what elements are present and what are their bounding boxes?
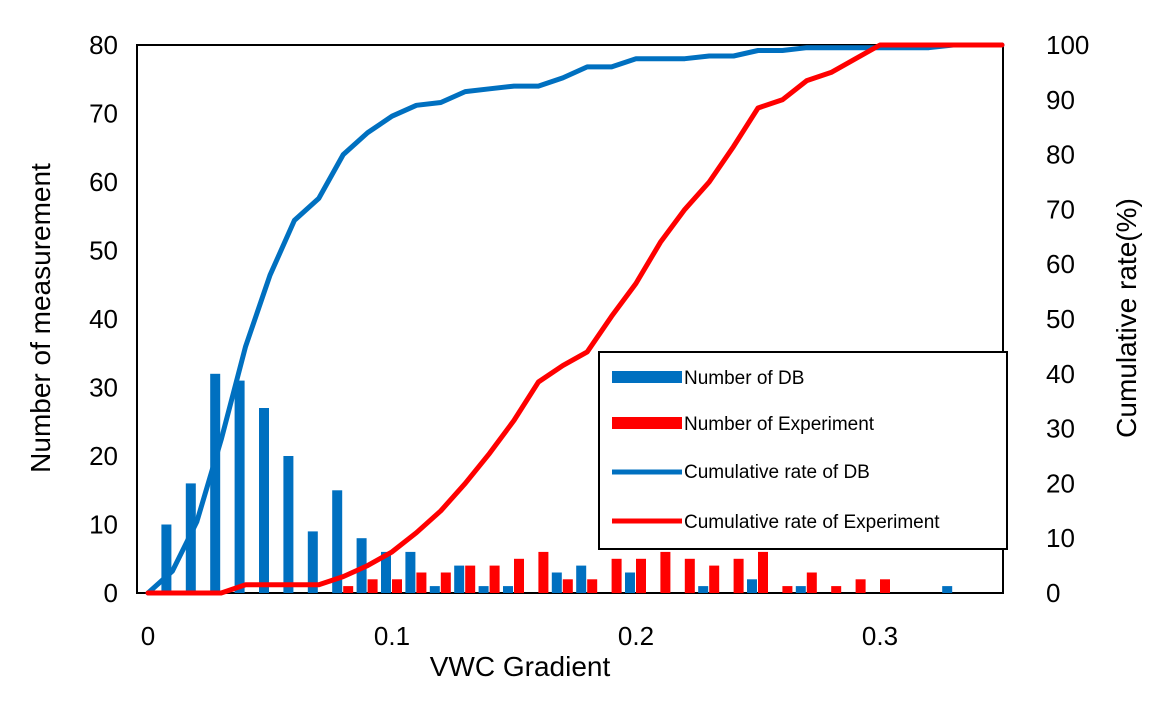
bar-db — [478, 586, 489, 593]
x-tick-label: 0 — [141, 621, 155, 651]
bar-db — [332, 490, 343, 594]
bar-experiment — [562, 579, 573, 593]
x-tick-label: 0.1 — [374, 621, 410, 651]
bar-db — [210, 373, 221, 593]
y-right-tick-label: 10 — [1046, 523, 1075, 553]
bar-experiment — [660, 551, 671, 593]
legend-label-db-bar: Number of DB — [684, 368, 804, 389]
bar-db — [234, 380, 245, 593]
y-right-tick-label: 100 — [1046, 30, 1089, 60]
bar-db — [576, 565, 587, 593]
y-left-tick-label: 60 — [89, 167, 118, 197]
bar-experiment — [709, 565, 720, 593]
bars-layer — [161, 373, 953, 594]
bar-experiment — [831, 586, 842, 593]
legend-swatch-exp-bar — [612, 417, 682, 429]
bar-experiment — [514, 558, 524, 594]
bar-experiment — [855, 579, 866, 593]
y-right-tick-label: 0 — [1046, 578, 1060, 608]
y-right-axis-title: Cumulative rate(%) — [1111, 198, 1142, 438]
line-cumulative-db — [145, 42, 1005, 596]
legend-label-exp-bar: Number of Experiment — [684, 414, 875, 435]
bar-db — [429, 586, 440, 593]
bar-experiment — [782, 586, 793, 593]
bar-experiment — [465, 565, 476, 593]
y-left-tick-label: 30 — [89, 373, 118, 403]
y-left-tick-label: 40 — [89, 304, 118, 334]
bar-experiment — [489, 565, 500, 593]
bar-db — [795, 586, 806, 593]
bar-experiment — [538, 551, 549, 593]
bar-experiment — [880, 579, 890, 593]
y-left-tick-label: 10 — [89, 510, 118, 540]
bar-db — [747, 579, 757, 593]
bar-experiment — [733, 558, 744, 594]
y-right-tick-label: 90 — [1046, 85, 1075, 115]
bar-db — [307, 531, 318, 593]
y-right-tick-label: 40 — [1046, 359, 1075, 389]
bar-db — [454, 565, 465, 593]
bar-db — [283, 456, 294, 593]
y-right-axis-ticks: 0 10 20 30 40 50 60 70 80 90 100 — [1046, 30, 1089, 608]
bar-experiment — [343, 586, 354, 593]
x-axis-title: VWC Gradient — [430, 651, 611, 682]
bar-db — [698, 586, 709, 593]
x-axis-ticks: 0 0.1 0.2 0.3 — [141, 621, 898, 651]
bar-db — [942, 586, 953, 593]
bar-experiment — [416, 572, 427, 593]
bar-db — [405, 551, 416, 593]
y-left-tick-label: 0 — [104, 578, 118, 608]
bar-experiment — [636, 558, 646, 594]
bar-db — [161, 524, 172, 593]
bar-db — [625, 572, 635, 593]
y-right-tick-label: 80 — [1046, 140, 1075, 170]
y-right-tick-label: 30 — [1046, 414, 1075, 444]
bar-experiment — [392, 579, 402, 593]
legend-label-exp-line: Cumulative rate of Experiment — [684, 512, 940, 533]
legend: Number of DB Number of Experiment Cumula… — [598, 351, 1008, 550]
bar-experiment — [806, 572, 817, 593]
y-left-axis-ticks: 0 10 20 30 40 50 60 70 80 — [89, 30, 118, 608]
legend-swatch-db-bar — [612, 371, 682, 383]
bar-db — [551, 572, 562, 593]
y-right-tick-label: 70 — [1046, 194, 1075, 224]
bar-experiment — [367, 579, 378, 593]
y-right-tick-label: 20 — [1046, 468, 1075, 498]
x-tick-label: 0.2 — [618, 621, 654, 651]
bar-db — [381, 551, 391, 593]
bar-experiment — [587, 579, 598, 593]
y-left-tick-label: 70 — [89, 99, 118, 129]
legend-label-db-line: Cumulative rate of DB — [684, 462, 870, 483]
bar-db — [503, 586, 513, 593]
lines-layer — [145, 42, 1005, 596]
bar-db — [259, 408, 269, 593]
y-left-axis-title: Number of measurement — [25, 163, 56, 473]
legend-frame — [598, 351, 1008, 550]
bar-experiment — [758, 551, 768, 593]
y-right-tick-label: 60 — [1046, 249, 1075, 279]
y-left-tick-label: 50 — [89, 236, 118, 266]
x-tick-label: 0.3 — [862, 621, 898, 651]
y-left-tick-label: 20 — [89, 441, 118, 471]
line-cumulative-experiment — [145, 42, 1005, 596]
y-right-tick-label: 50 — [1046, 304, 1075, 334]
bar-experiment — [440, 572, 451, 593]
bar-experiment — [684, 558, 695, 594]
y-left-tick-label: 80 — [89, 30, 118, 60]
bar-experiment — [611, 558, 622, 594]
